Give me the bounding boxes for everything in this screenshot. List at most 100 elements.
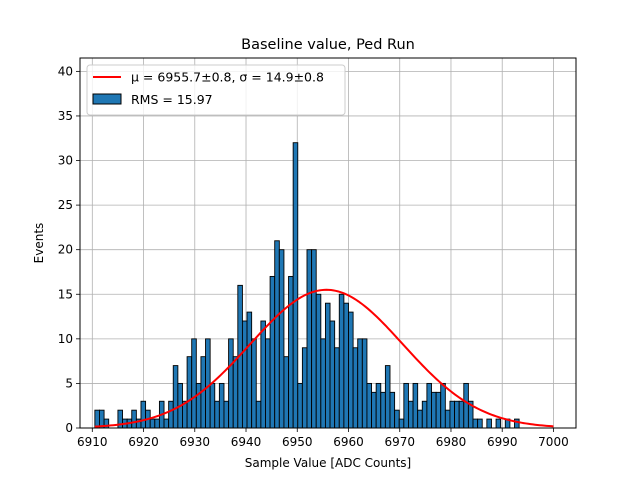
legend-fit-label: μ = 6955.7±0.8, σ = 14.9±0.8 — [131, 70, 324, 85]
histogram-bar — [329, 320, 336, 429]
x-tick-label: 6960 — [333, 435, 364, 449]
y-tick-label: 0 — [65, 421, 73, 435]
histogram-bar — [283, 356, 289, 429]
histogram-bar — [472, 418, 479, 429]
y-tick-label: 30 — [58, 154, 73, 168]
histogram-bar — [495, 418, 502, 429]
histogram-bar — [384, 365, 391, 429]
histogram-bar — [297, 382, 303, 429]
histogram-bar — [265, 338, 271, 429]
x-tick-label: 6940 — [231, 435, 262, 449]
histogram-bar — [371, 391, 377, 429]
histogram-bar — [186, 356, 193, 429]
histogram-bar — [246, 311, 253, 429]
histogram-bar — [407, 400, 414, 429]
y-tick-label: 40 — [58, 64, 73, 78]
histogram-bar — [288, 275, 294, 429]
histogram-bar — [394, 409, 400, 429]
histogram-bar — [380, 391, 386, 429]
histogram-bar — [269, 275, 276, 429]
x-tick-label: 7000 — [538, 435, 569, 449]
histogram-bar — [223, 400, 230, 429]
histogram-bar — [454, 400, 460, 429]
histogram-bar — [195, 382, 202, 429]
histogram-bar — [514, 418, 520, 429]
histogram-bar — [274, 240, 280, 429]
x-tick-label: 6930 — [180, 435, 211, 449]
histogram-bar — [449, 400, 456, 429]
y-tick-label: 10 — [58, 332, 73, 346]
y-tick-label: 35 — [58, 109, 73, 123]
histogram-bar — [168, 400, 174, 429]
y-tick-label: 25 — [58, 198, 73, 212]
histogram-bar — [163, 418, 170, 429]
histogram-bar — [398, 418, 405, 429]
legend-rms-label: RMS = 15.97 — [131, 92, 213, 107]
histogram-bar — [338, 293, 345, 429]
histogram-bar — [477, 418, 483, 429]
histogram-bar — [278, 249, 285, 429]
fit-curve — [94, 288, 554, 428]
histogram-bar — [301, 347, 308, 429]
legend-box — [86, 64, 346, 116]
histogram-bar — [421, 400, 428, 429]
histogram-bar — [375, 382, 382, 429]
histogram-bar — [324, 302, 331, 429]
y-tick-label: 20 — [58, 243, 73, 257]
histogram-bar — [463, 382, 469, 429]
axis-ticks: 6910 6920 6930 6940 6950 6960 6970 6980 6990 7000… — [58, 64, 569, 449]
y-tick-label: 15 — [58, 287, 73, 301]
histogram-bars — [94, 142, 520, 429]
histogram-bar — [431, 391, 437, 429]
histogram-bar — [251, 338, 257, 429]
histogram-bar — [154, 418, 160, 429]
legend: μ = 6955.7±0.8, σ = 14.9±0.8 RMS = 15.97 — [86, 64, 346, 116]
legend-rms-swatch — [92, 93, 122, 105]
histogram-bar — [320, 338, 326, 429]
histogram-bar — [260, 320, 266, 429]
histogram-bar — [172, 365, 179, 429]
histogram-bar — [366, 382, 373, 429]
y-axis-label: Events — [32, 223, 46, 264]
histogram-bar — [334, 347, 340, 429]
chart-title: Baseline value, Ped Run — [241, 37, 415, 53]
x-tick-label: 6920 — [128, 435, 159, 449]
x-tick-label: 6950 — [282, 435, 313, 449]
x-tick-label: 6970 — [384, 435, 415, 449]
histogram-bar — [315, 293, 322, 429]
histogram-bar — [348, 311, 354, 429]
histogram-bar — [214, 400, 220, 429]
histogram-bar — [486, 418, 492, 429]
y-tick-label: 5 — [65, 376, 73, 390]
plot-frame — [79, 57, 577, 429]
histogram-bar — [306, 249, 313, 429]
x-tick-label: 6990 — [487, 435, 518, 449]
histogram-bar — [412, 382, 419, 429]
histogram-bar — [131, 409, 137, 429]
histogram-bar — [255, 400, 262, 429]
histogram-bar — [435, 391, 442, 429]
histogram-bar — [140, 400, 147, 429]
histogram-bar — [352, 347, 359, 429]
histogram-bar — [149, 418, 156, 429]
histogram-bar — [444, 409, 451, 429]
x-tick-label: 6910 — [77, 435, 108, 449]
histogram-bar — [440, 382, 446, 429]
histogram-bar — [417, 409, 423, 429]
x-tick-label: 6980 — [436, 435, 467, 449]
histogram-bar — [357, 338, 363, 429]
gaussian-fit — [94, 288, 554, 428]
histogram-bar — [228, 338, 234, 429]
histogram-bar — [426, 382, 432, 429]
histogram-bar — [343, 302, 349, 429]
histogram-bar — [232, 356, 239, 429]
histogram-bar — [292, 142, 299, 429]
histogram-bar — [191, 338, 197, 429]
histogram-bar — [241, 320, 248, 429]
histogram-bar — [311, 249, 317, 429]
histogram-bar — [361, 338, 368, 429]
histogram-bar — [389, 391, 396, 429]
histogram-bar — [218, 382, 225, 429]
x-axis-label: Sample Value [ADC Counts] — [245, 456, 411, 470]
